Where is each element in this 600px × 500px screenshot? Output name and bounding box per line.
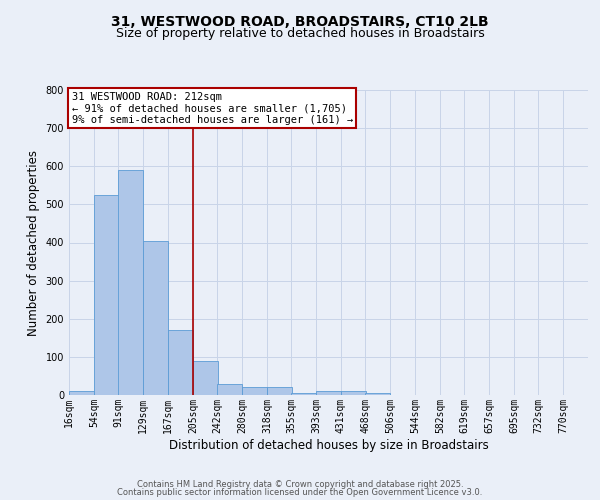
Bar	[143, 240, 168, 395]
Text: Contains public sector information licensed under the Open Government Licence v3: Contains public sector information licen…	[118, 488, 482, 497]
Y-axis label: Number of detached properties: Number of detached properties	[27, 150, 40, 336]
Bar	[267, 386, 292, 395]
Bar	[69, 391, 94, 395]
Text: 31 WESTWOOD ROAD: 212sqm
← 91% of detached houses are smaller (1,705)
9% of semi: 31 WESTWOOD ROAD: 212sqm ← 91% of detach…	[71, 92, 353, 124]
X-axis label: Distribution of detached houses by size in Broadstairs: Distribution of detached houses by size …	[169, 438, 488, 452]
Bar	[193, 360, 218, 395]
Bar	[365, 394, 390, 395]
Text: Contains HM Land Registry data © Crown copyright and database right 2025.: Contains HM Land Registry data © Crown c…	[137, 480, 463, 489]
Bar	[316, 391, 341, 395]
Bar	[168, 330, 193, 395]
Bar	[118, 170, 143, 395]
Bar	[291, 392, 316, 395]
Text: 31, WESTWOOD ROAD, BROADSTAIRS, CT10 2LB: 31, WESTWOOD ROAD, BROADSTAIRS, CT10 2LB	[111, 15, 489, 29]
Bar	[341, 391, 366, 395]
Bar	[217, 384, 242, 395]
Bar	[94, 195, 119, 395]
Text: Size of property relative to detached houses in Broadstairs: Size of property relative to detached ho…	[116, 28, 484, 40]
Bar	[242, 388, 267, 395]
